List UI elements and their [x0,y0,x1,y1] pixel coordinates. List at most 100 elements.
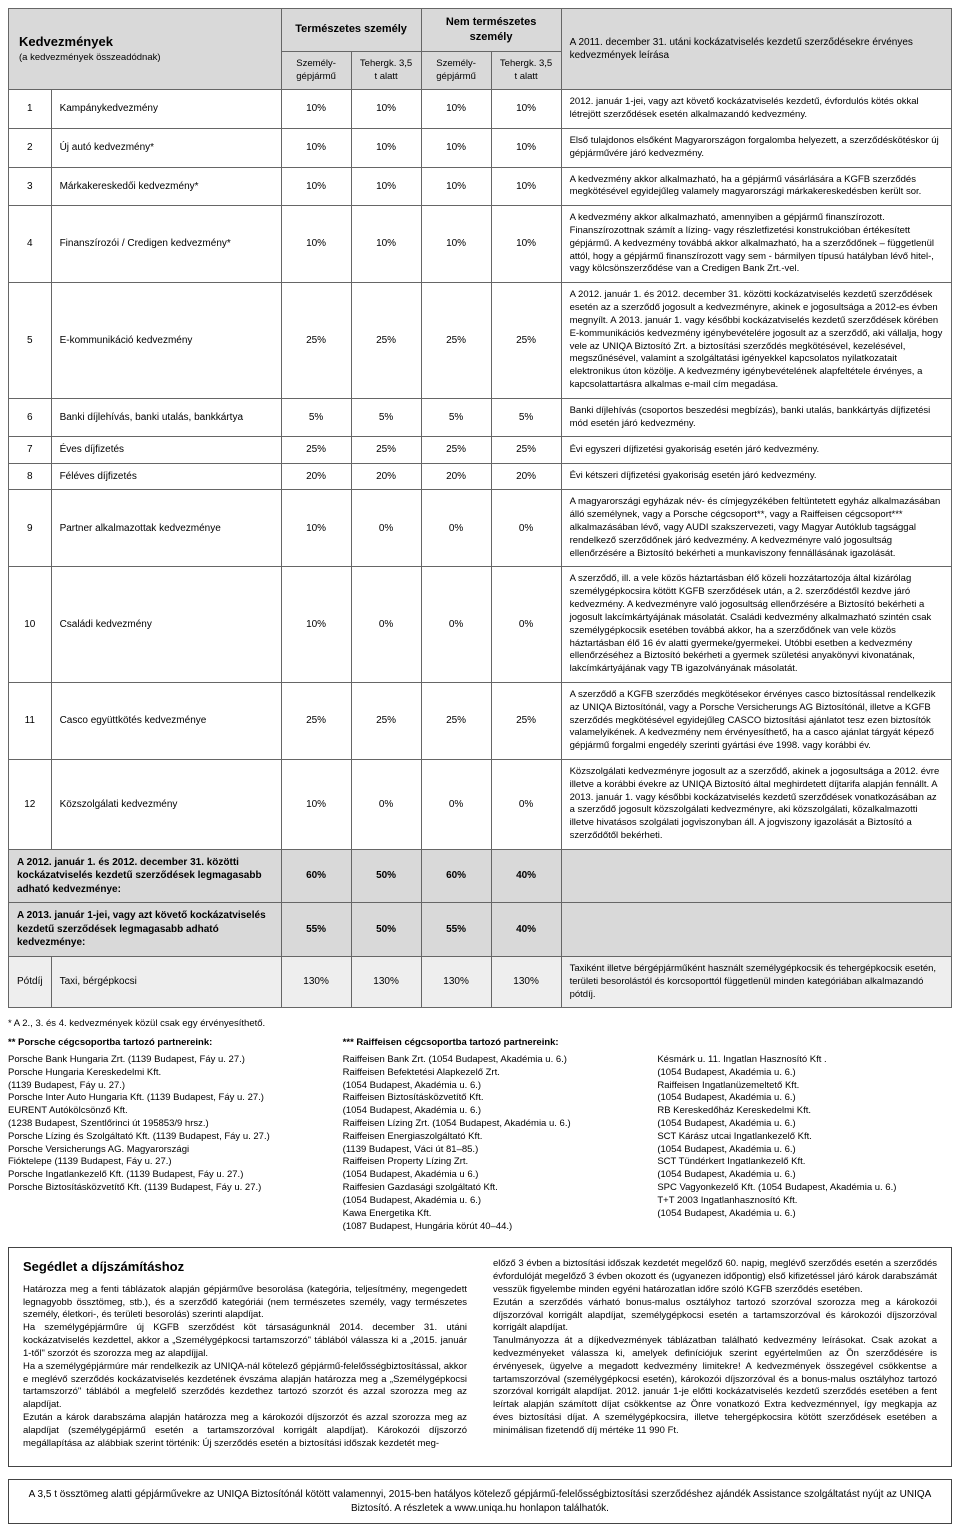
summary-pct: 60% [281,849,351,903]
row-name: Új autó kedvezmény* [51,128,281,167]
row-pct: 25% [351,437,421,464]
row-pct: 10% [351,206,421,283]
row-desc: A 2012. január 1. és 2012. december 31. … [561,283,951,399]
row-index: 9 [9,490,52,567]
row-pct: 25% [351,682,421,759]
table-subtitle: (a kedvezmények összeadódnak) [19,52,161,63]
table-row: 11Casco együttkötés kedvezménye25%25%25%… [9,682,952,759]
row-pct: 10% [491,90,561,129]
table-title: Kedvezmények [19,34,113,49]
row-desc: A kedvezmény akkor alkalmazható, ha a gé… [561,167,951,206]
assistance-text: A 3,5 t össztömeg alatti gépjárművekre a… [29,1489,932,1514]
surcharge-label: Pótdíj [9,956,52,1007]
table-row: 12Közszolgálati kedvezmény10%0%0%0%Közsz… [9,760,952,850]
subcol-2: Tehergk. 3,5 t alatt [351,51,421,90]
row-index: 10 [9,567,52,683]
surcharge-row: PótdíjTaxi, bérgépkocsi130%130%130%130%T… [9,956,952,1007]
footnote-exclusive: * A 2., 3. és 4. kedvezmények közül csak… [8,1018,952,1031]
row-pct: 10% [421,128,491,167]
row-pct: 10% [281,760,351,850]
row-index: 2 [9,128,52,167]
surcharge-pct: 130% [351,956,421,1007]
summary-pct: 55% [281,903,351,957]
porsche-header: ** Porsche cégcsoportba tartozó partnere… [8,1037,313,1050]
row-pct: 25% [421,283,491,399]
row-index: 1 [9,90,52,129]
col-group-non-natural: Nem természetes személy [421,9,561,52]
subcol-3: Személy- gépjármű [421,51,491,90]
row-pct: 25% [281,283,351,399]
row-pct: 0% [421,567,491,683]
table-row: 10Családi kedvezmény10%0%0%0%A szerződő,… [9,567,952,683]
row-desc: Első tulajdonos elsőként Magyarországon … [561,128,951,167]
row-desc: A szerződő a KGFB szerződés megkötésekor… [561,682,951,759]
row-pct: 10% [281,90,351,129]
help-box: Segédlet a díjszámításhoz Határozza meg … [8,1247,952,1467]
help-title: Segédlet a díjszámításhoz [23,1258,467,1276]
table-row: 3Márkakereskedői kedvezmény*10%10%10%10%… [9,167,952,206]
row-desc: A magyarországi egyházak név- és címjegy… [561,490,951,567]
row-pct: 0% [491,760,561,850]
table-row: 8Féléves díjfizetés20%20%20%20%Évi kétsz… [9,463,952,490]
row-desc: Évi egyszeri díjfizetési gyakoriság eset… [561,437,951,464]
row-pct: 10% [421,167,491,206]
raiffeisen-header: *** Raiffeisen cégcsoportba tartozó part… [343,1037,952,1050]
summary-desc [561,849,951,903]
row-pct: 20% [421,463,491,490]
row-pct: 10% [351,128,421,167]
surcharge-pct: 130% [491,956,561,1007]
desc-header: A 2011. december 31. utáni kockázatvisel… [561,9,951,90]
row-pct: 5% [421,398,491,437]
row-pct: 10% [491,167,561,206]
summary-pct: 55% [421,903,491,957]
table-row: 4Finanszírozói / Credigen kedvezmény*10%… [9,206,952,283]
row-index: 11 [9,682,52,759]
table-row: 7Éves díjfizetés25%25%25%25%Évi egyszeri… [9,437,952,464]
summary-row: A 2013. január 1-jei, vagy azt követő ko… [9,903,952,957]
row-pct: 10% [281,128,351,167]
raiffeisen-list-a: Raiffeisen Bank Zrt. (1054 Budapest, Aka… [343,1054,638,1233]
row-pct: 25% [491,437,561,464]
row-pct: 25% [421,682,491,759]
help-col2: előző 3 évben a biztosítási időszak kezd… [493,1258,937,1437]
row-pct: 25% [351,283,421,399]
table-row: 2Új autó kedvezmény*10%10%10%10%Első tul… [9,128,952,167]
row-pct: 0% [491,490,561,567]
row-desc: 2012. január 1-jei, vagy azt követő kock… [561,90,951,129]
row-name: Finanszírozói / Credigen kedvezmény* [51,206,281,283]
row-index: 3 [9,167,52,206]
row-pct: 10% [281,567,351,683]
row-pct: 5% [351,398,421,437]
summary-name: A 2013. január 1-jei, vagy azt követő ko… [9,903,282,957]
row-name: Féléves díjfizetés [51,463,281,490]
row-pct: 25% [281,437,351,464]
row-name: Éves díjfizetés [51,437,281,464]
help-col1: Határozza meg a fenti táblázatok alapján… [23,1284,467,1451]
row-desc: A szerződő, ill. a vele közös háztartásb… [561,567,951,683]
summary-desc [561,903,951,957]
row-pct: 10% [351,90,421,129]
row-pct: 10% [281,206,351,283]
row-index: 5 [9,283,52,399]
row-pct: 0% [351,490,421,567]
row-pct: 0% [351,567,421,683]
row-name: Családi kedvezmény [51,567,281,683]
row-pct: 10% [421,90,491,129]
porsche-list: Porsche Bank Hungaria Zrt. (1139 Budapes… [8,1054,313,1195]
summary-row: A 2012. január 1. és 2012. december 31. … [9,849,952,903]
table-row: 1Kampánykedvezmény10%10%10%10%2012. janu… [9,90,952,129]
surcharge-name: Taxi, bérgépkocsi [51,956,281,1007]
row-name: Partner alkalmazottak kedvezménye [51,490,281,567]
row-pct: 20% [491,463,561,490]
partners-section: ** Porsche cégcsoportba tartozó partnere… [8,1037,952,1233]
discounts-table: Kedvezmények (a kedvezmények összeadódna… [8,8,952,1008]
subcol-4: Tehergk. 3,5 t alatt [491,51,561,90]
table-row: 9Partner alkalmazottak kedvezménye10%0%0… [9,490,952,567]
row-name: Márkakereskedői kedvezmény* [51,167,281,206]
row-desc: Banki díjlehívás (csoportos beszedési me… [561,398,951,437]
summary-name: A 2012. január 1. és 2012. december 31. … [9,849,282,903]
row-name: Casco együttkötés kedvezménye [51,682,281,759]
row-pct: 5% [491,398,561,437]
row-pct: 25% [421,437,491,464]
row-desc: Évi kétszeri díjfizetési gyakoriság eset… [561,463,951,490]
